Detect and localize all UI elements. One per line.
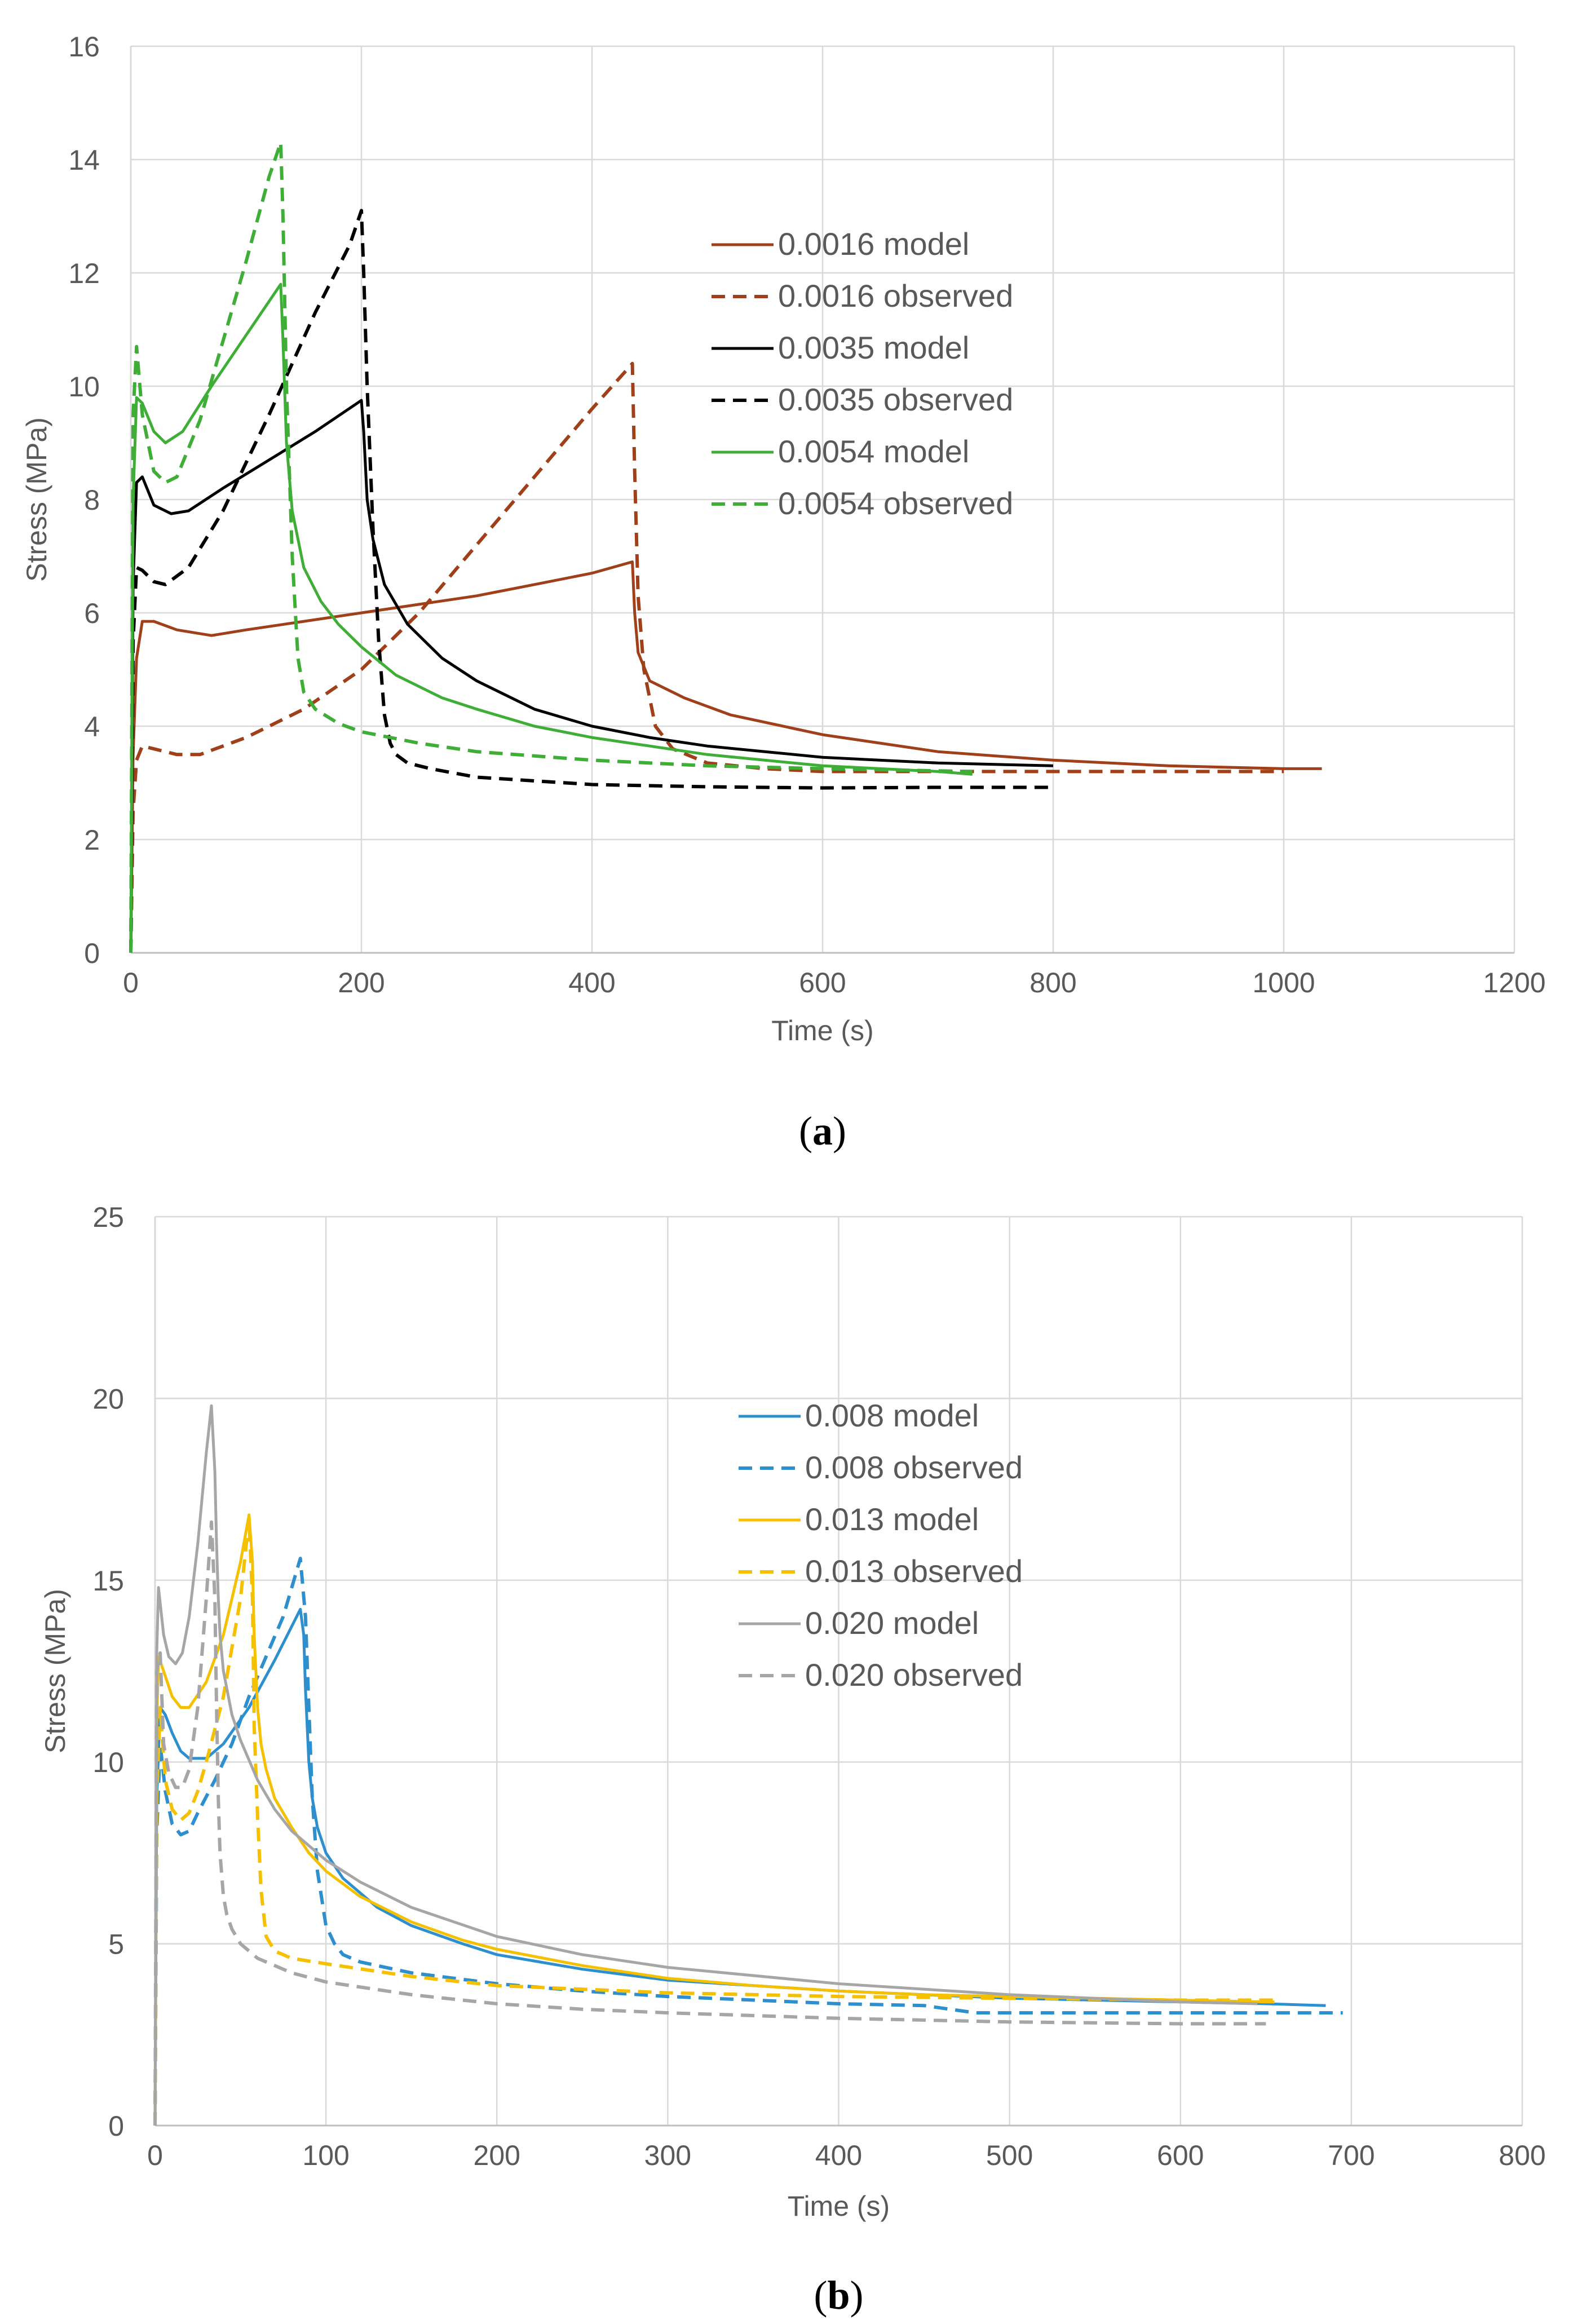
chart-a-caption: (a)	[799, 1108, 846, 1154]
chart-a-legend-label-0: 0.0016 model	[778, 226, 969, 262]
chart-a-y-tick-label-3: 6	[84, 598, 100, 629]
chart-b-x-tick-label-6: 600	[1157, 2140, 1204, 2171]
chart-a-x-tick-label-6: 1200	[1483, 967, 1545, 998]
chart-b-series-line-3	[153, 1517, 1275, 2126]
chart-a-x-tick-label-5: 1000	[1252, 967, 1315, 998]
chart-b-series-line-4	[153, 1404, 1258, 2126]
chart-a-x-tick-label-2: 400	[568, 967, 615, 998]
chart-b-x-tick-label-0: 0	[147, 2140, 163, 2171]
chart-a-series-line-3	[129, 209, 1053, 953]
chart-a-legend-label-2: 0.0035 model	[778, 330, 969, 365]
chart-a-legend-label-1: 0.0016 observed	[778, 278, 1013, 313]
chart-a-x-tick-label-3: 600	[799, 967, 846, 998]
chart-b-y-tick-label-5: 25	[92, 1201, 124, 1233]
chart-b-y-axis-title: Stress (MPa)	[39, 1589, 71, 1753]
chart-a-legend-label-5: 0.0054 observed	[778, 485, 1013, 521]
chart-a-y-tick-label-0: 0	[84, 938, 100, 969]
chart-b-series-line-1	[153, 1557, 1343, 2126]
chart-b-x-tick-label-4: 400	[815, 2140, 862, 2171]
chart-b-y-tick-label-3: 15	[92, 1565, 124, 1597]
chart-b-legend-label-5: 0.020 observed	[805, 1657, 1023, 1693]
chart-a-series-line-1	[129, 361, 1284, 953]
chart-b-x-tick-label-3: 300	[644, 2140, 691, 2171]
chart-b-legend-label-1: 0.008 observed	[805, 1450, 1023, 1485]
chart-b-y-tick-label-4: 20	[92, 1383, 124, 1415]
chart-b-legend-label-2: 0.013 model	[805, 1501, 979, 1537]
chart-b-y-tick-label-1: 5	[108, 1929, 124, 1960]
chart-b-x-tick-label-1: 100	[302, 2140, 349, 2171]
chart-b-caption: (b)	[814, 2273, 863, 2318]
chart-a-y-tick-label-8: 16	[68, 31, 100, 63]
chart-a-y-tick-label-7: 14	[68, 144, 100, 176]
chart-b-x-tick-label-5: 500	[986, 2140, 1033, 2171]
chart-b-x-tick-label-7: 700	[1328, 2140, 1375, 2171]
chart-a-x-tick-label-0: 0	[123, 967, 139, 998]
chart-b-series-line-0	[153, 1607, 1326, 2126]
chart-a-y-tick-label-5: 10	[68, 371, 100, 403]
chart-a-x-tick-label-1: 200	[338, 967, 385, 998]
chart-a-y-tick-label-2: 4	[84, 711, 100, 743]
chart-a-series-line-2	[129, 399, 1054, 953]
chart-a-y-axis-title: Stress (MPa)	[21, 417, 52, 582]
chart-b-x-tick-label-8: 800	[1499, 2140, 1545, 2171]
chart-a: 0 2 4 6 8 10 12 14 16 0 200 400 600 800 1000 1200 Time (…	[21, 31, 1546, 1154]
chart-b-y-tick-label-0: 0	[108, 2110, 124, 2142]
chart-b-x-tick-label-2: 200	[474, 2140, 520, 2171]
chart-a-y-tick-label-1: 2	[84, 824, 100, 856]
chart-a-series-line-5	[129, 140, 973, 953]
chart-a-legend-label-4: 0.0054 model	[778, 434, 969, 469]
chart-b-series-line-5	[153, 1520, 1266, 2126]
chart-a-x-tick-label-4: 800	[1029, 967, 1076, 998]
chart-b-x-axis-title: Time (s)	[788, 2190, 890, 2222]
chart-b-legend-label-3: 0.013 observed	[805, 1553, 1023, 1589]
chart-b-series-line-2	[153, 1513, 1275, 2126]
chart-b-legend-label-0: 0.008 model	[805, 1398, 979, 1433]
chart-a-series-line-0	[129, 560, 1322, 953]
chart-b: 0 5 10 15 20 25 0 100 200 300 400 500 600 700 800 Time …	[39, 1201, 1546, 2318]
chart-a-series-line-4	[129, 282, 973, 953]
chart-a-legend-label-3: 0.0035 observed	[778, 382, 1013, 417]
chart-a-y-tick-label-4: 8	[84, 484, 100, 516]
chart-b-y-tick-label-2: 10	[92, 1747, 124, 1778]
chart-a-y-tick-label-6: 12	[68, 258, 100, 289]
chart-b-legend-label-4: 0.020 model	[805, 1605, 979, 1641]
chart-a-x-axis-title: Time (s)	[771, 1015, 873, 1046]
